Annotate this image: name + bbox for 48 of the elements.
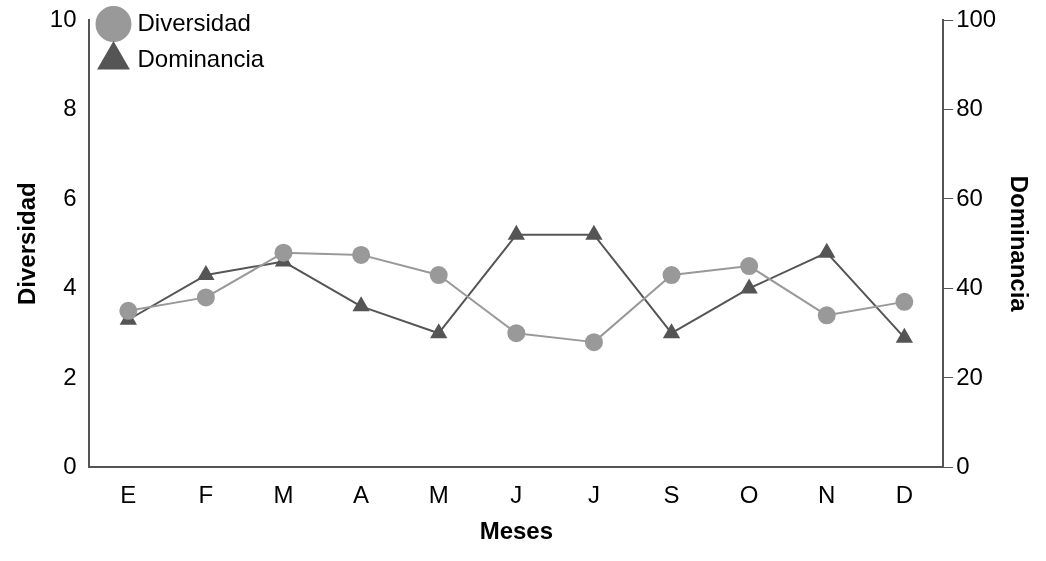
point	[662, 266, 681, 285]
point	[197, 266, 214, 281]
y2-axis-title: Dominancia	[1005, 175, 1033, 313]
point	[895, 292, 914, 311]
point	[352, 245, 371, 264]
x-tick-label: D	[895, 481, 914, 509]
point	[119, 301, 138, 320]
point	[741, 279, 758, 294]
point	[196, 288, 215, 307]
x-tick-label: S	[663, 481, 680, 509]
point	[429, 266, 448, 285]
y2-tick-label: 100	[956, 4, 997, 32]
point	[586, 225, 602, 240]
y-tick-label: 6	[63, 183, 77, 211]
x-tick-label: J	[587, 481, 600, 509]
y-tick-label: 10	[49, 4, 77, 32]
x-tick-label: M	[273, 481, 294, 509]
x-tick-label: N	[818, 481, 836, 509]
y2-tick-label: 60	[956, 183, 983, 211]
y2-tick-label: 80	[956, 94, 983, 122]
x-tick-label: F	[198, 481, 214, 509]
point	[663, 324, 680, 339]
x-tick-label: M	[428, 481, 449, 509]
x-tick-label: E	[120, 481, 137, 509]
y-tick-label: 4	[63, 273, 77, 301]
point	[818, 243, 835, 258]
legend-label: Diversidad	[137, 8, 251, 36]
x-tick-label: O	[739, 481, 759, 509]
x-tick-label: A	[353, 481, 370, 509]
x-axis-title: Meses	[479, 517, 554, 545]
point	[584, 333, 603, 352]
point	[740, 257, 759, 276]
point	[896, 328, 913, 343]
y2-tick-label: 40	[956, 273, 983, 301]
y-tick-label: 0	[63, 452, 77, 480]
point	[430, 324, 447, 339]
y-tick-label: 2	[63, 362, 77, 390]
legend-label: Dominancia	[137, 44, 265, 72]
point	[508, 225, 525, 240]
point	[507, 324, 526, 343]
y-tick-label: 8	[63, 94, 77, 122]
x-tick-label: J	[510, 481, 523, 509]
point	[353, 297, 370, 312]
y-axis-title: Diversidad	[13, 182, 41, 306]
y2-tick-label: 20	[956, 362, 983, 390]
y2-tick-label: 0	[956, 452, 970, 480]
point	[274, 243, 293, 262]
point	[817, 306, 836, 325]
